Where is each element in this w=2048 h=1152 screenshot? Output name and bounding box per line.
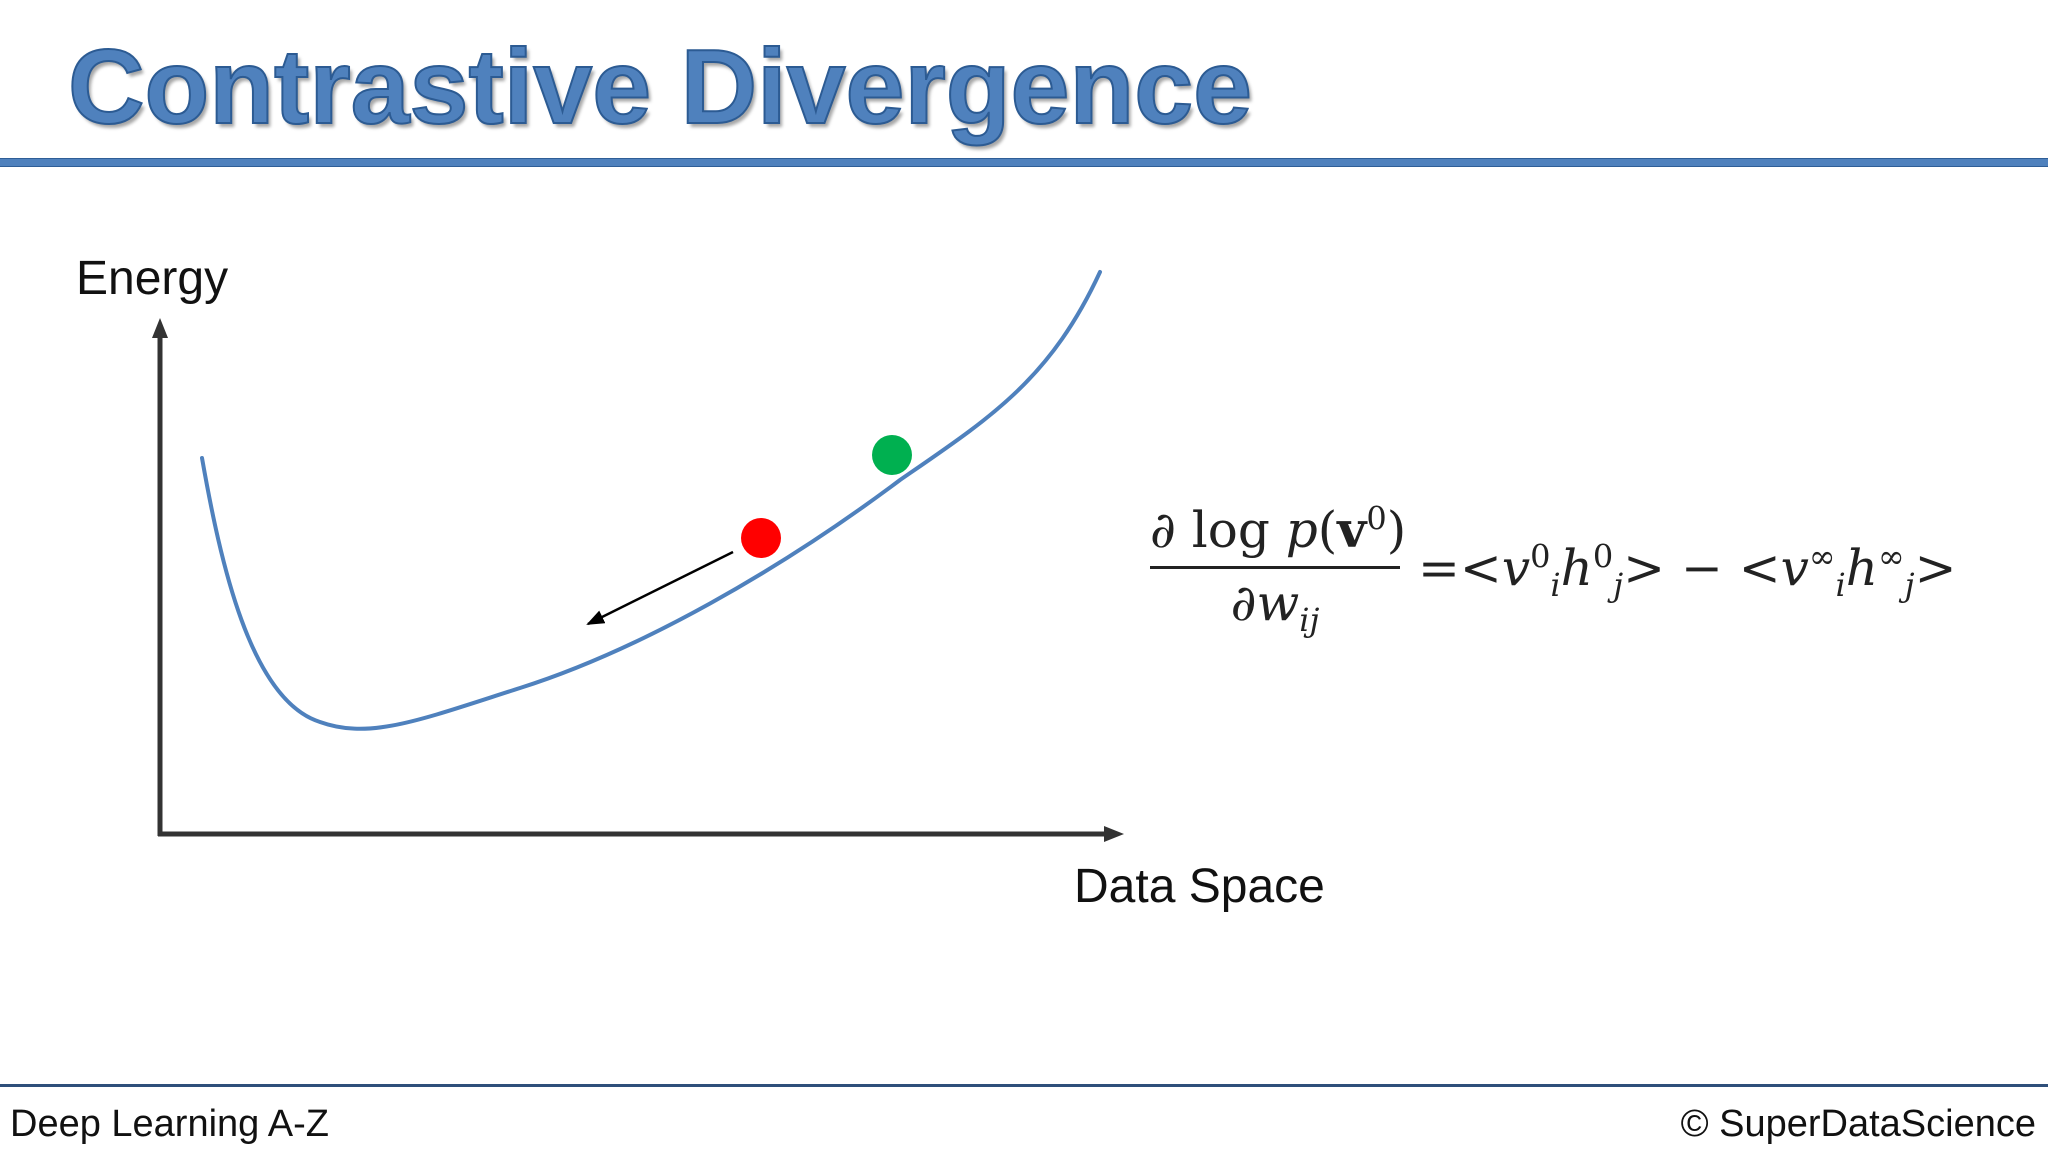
superscript: 0 <box>1592 537 1614 576</box>
y-axis-label: Energy <box>76 252 228 305</box>
copyright: © SuperDataScience <box>1680 1103 2036 1145</box>
v-vector-symbol: v <box>1337 500 1367 559</box>
subscript: j <box>1613 566 1624 604</box>
y-axis-arrowhead <box>152 318 168 338</box>
descent-arrow <box>586 550 734 626</box>
v-symbol: v <box>1780 539 1809 597</box>
superscript: 0 <box>1530 537 1551 576</box>
green-point <box>872 435 912 475</box>
partial-symbol: ∂ <box>1230 574 1257 632</box>
h-symbol: h <box>1560 539 1593 597</box>
partial-symbol: ∂ <box>1150 501 1176 559</box>
x-axis-arrowhead <box>1104 826 1124 842</box>
p-symbol: p <box>1285 501 1318 559</box>
angle-open: < <box>1459 539 1502 597</box>
h-symbol: h <box>1845 539 1878 597</box>
equation-numerator: ∂ log p(v0) <box>1150 499 1406 560</box>
equation-denominator: ∂wij <box>1150 573 1400 636</box>
superscript: ∞ <box>1808 537 1836 576</box>
log-text: log <box>1175 501 1286 559</box>
equation-fraction: ∂ log p(v0) ∂wij <box>1150 499 1406 636</box>
header-divider <box>0 158 2048 167</box>
equals-sign: = <box>1418 539 1460 597</box>
angle-close: > <box>1623 539 1666 597</box>
v-superscript: 0 <box>1366 499 1387 538</box>
superscript: ∞ <box>1877 537 1905 576</box>
slide-title: Contrastive Divergence <box>67 27 1253 147</box>
v-symbol: v <box>1501 539 1531 597</box>
angle-close: > <box>1914 539 1957 597</box>
red-point <box>741 518 781 558</box>
minus-sign: − <box>1665 539 1739 597</box>
w-subscript: ij <box>1299 601 1320 639</box>
subscript: i <box>1835 566 1846 604</box>
footer-divider <box>0 1084 2048 1087</box>
open-paren: ( <box>1317 501 1338 559</box>
course-name: Deep Learning A-Z <box>10 1103 329 1145</box>
close-paren: ) <box>1386 501 1407 559</box>
equation-right-side: =<v0ih0j> − <v∞ih∞j> <box>1418 537 1957 601</box>
fraction-bar <box>1150 566 1400 569</box>
w-symbol: w <box>1256 574 1300 632</box>
subscript: j <box>1904 566 1915 604</box>
angle-open: < <box>1738 539 1781 597</box>
subscript: i <box>1550 566 1561 604</box>
x-axis-label: Data Space <box>1074 860 1325 913</box>
energy-curve <box>200 270 1102 731</box>
gradient-equation: ∂ log p(v0) ∂wij =<v0ih0j> − <v∞ih∞j> <box>1150 500 1970 660</box>
